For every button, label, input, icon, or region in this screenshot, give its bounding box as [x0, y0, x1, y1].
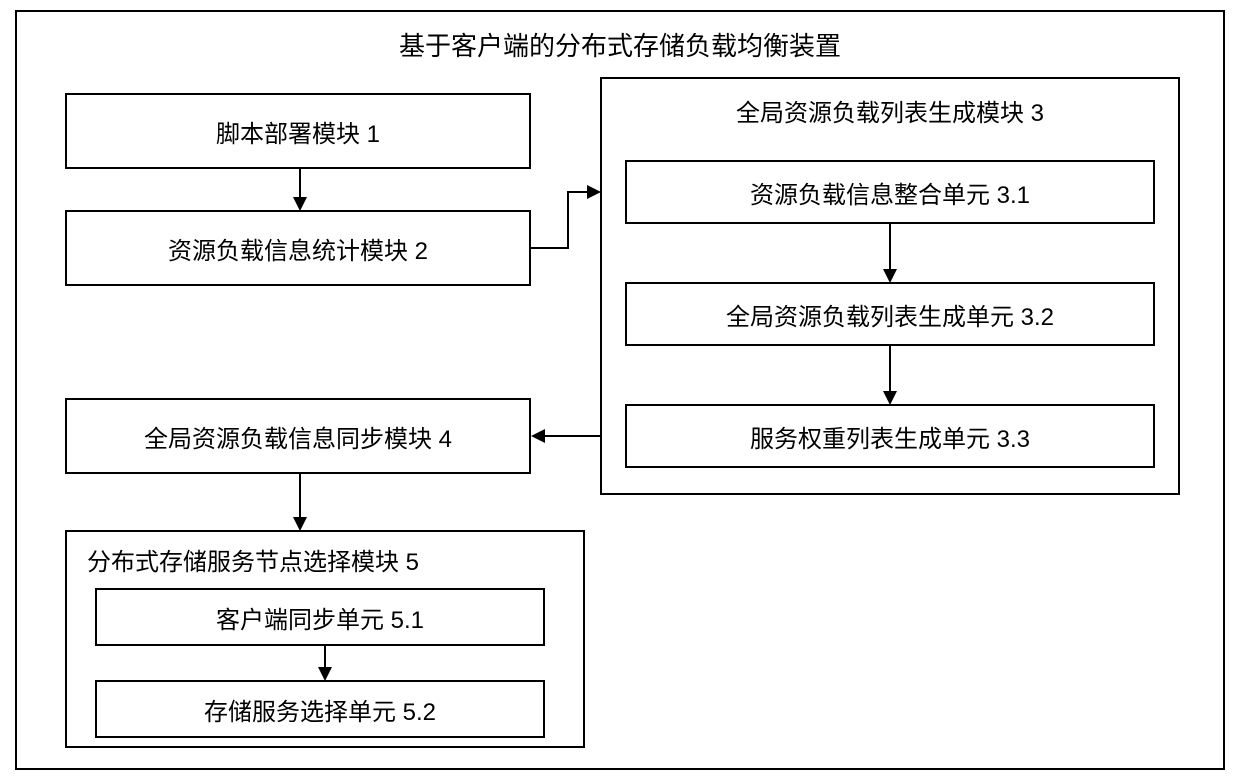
arrow-32-to-33-line [889, 346, 891, 393]
arrow-3-to-4-head [531, 429, 545, 443]
arrow-2-to-3-h1 [531, 247, 569, 249]
arrow-2-to-3-h2 [567, 191, 589, 193]
arrow-51-to-52-line [324, 646, 326, 669]
arrow-31-to-32-head [883, 269, 897, 283]
arrow-2-to-3-head [587, 185, 601, 199]
arrow-51-to-52-head [318, 667, 332, 681]
unit-3-2-box: 全局资源负载列表生成单元 3.2 [625, 282, 1155, 346]
unit-5-1-box: 客户端同步单元 5.1 [95, 588, 545, 646]
module-2-box: 资源负载信息统计模块 2 [65, 210, 531, 286]
arrow-1-to-2-line [299, 169, 301, 199]
module-5-label: 分布式存储服务节点选择模块 5 [87, 542, 419, 577]
module-2-label: 资源负载信息统计模块 2 [168, 231, 428, 266]
unit-3-3-label: 服务权重列表生成单元 3.3 [750, 419, 1030, 454]
unit-3-1-box: 资源负载信息整合单元 3.1 [625, 160, 1155, 224]
module-1-box: 脚本部署模块 1 [65, 93, 531, 169]
module-4-label: 全局资源负载信息同步模块 4 [144, 419, 452, 454]
module-4-box: 全局资源负载信息同步模块 4 [65, 398, 531, 474]
unit-5-2-box: 存储服务选择单元 5.2 [95, 680, 545, 738]
arrow-4-to-5-line [299, 474, 301, 519]
unit-5-1-label: 客户端同步单元 5.1 [216, 600, 424, 635]
diagram-canvas: 基于客户端的分布式存储负载均衡装置 脚本部署模块 1 资源负载信息统计模块 2 … [0, 0, 1240, 781]
arrow-32-to-33-head [883, 391, 897, 405]
unit-3-2-label: 全局资源负载列表生成单元 3.2 [726, 297, 1054, 332]
arrow-4-to-5-head [293, 517, 307, 531]
unit-5-2-label: 存储服务选择单元 5.2 [204, 692, 436, 727]
arrow-3-to-4-line [544, 435, 600, 437]
arrow-31-to-32-line [889, 224, 891, 271]
module-1-label: 脚本部署模块 1 [216, 114, 380, 149]
module-3-label: 全局资源负载列表生成模块 3 [602, 93, 1178, 128]
arrow-1-to-2-head [293, 197, 307, 211]
arrow-2-to-3-v [567, 191, 569, 249]
unit-3-1-label: 资源负载信息整合单元 3.1 [750, 175, 1030, 210]
unit-3-3-box: 服务权重列表生成单元 3.3 [625, 404, 1155, 468]
diagram-title: 基于客户端的分布式存储负载均衡装置 [17, 26, 1223, 63]
